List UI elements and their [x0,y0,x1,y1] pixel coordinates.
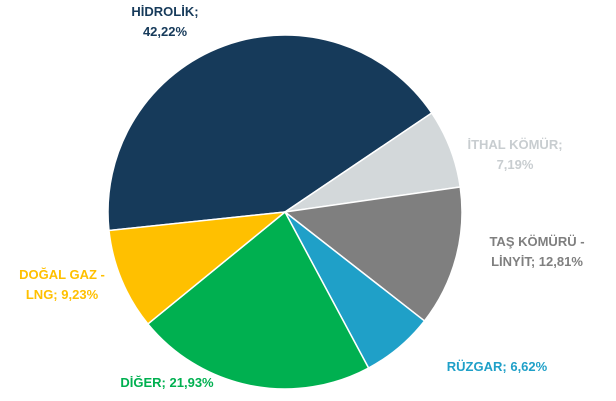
category-label: HİDROLİK; [131,4,199,19]
value-label: 42,22% [142,24,188,39]
pie-slice [283,186,463,323]
pie-slice [146,210,370,390]
value-label: 9,23% [61,287,99,302]
pie-slice [108,210,288,325]
slice-label: İTHAL KÖMÜR; 7,19% [455,135,575,175]
slice-label: DİĞER; 21,93% [120,373,213,393]
slice-label: HİDROLİK; 42,22% [120,2,210,42]
value-label: 12,81% [538,254,583,269]
slice-label: TAŞ KÖMÜRÜ - LİNYİT; 12,81% [475,232,600,272]
slice-label: RÜZGAR; 6,62% [447,357,547,377]
value-label: 6,62% [510,359,548,374]
category-label: İTHAL KÖMÜR; [467,137,563,152]
pie-slice [107,34,433,232]
value-label: 21,93% [169,375,214,390]
category-label: DOĞAL GAZ - LNG; [19,267,105,302]
category-label: DİĞER; [120,375,166,390]
category-label: RÜZGAR; [446,359,507,374]
value-label: 7,19% [496,157,534,172]
category-label: TAŞ KÖMÜRÜ - LİNYİT; [489,234,585,269]
slice-label: DOĞAL GAZ - LNG; 9,23% [7,265,117,305]
